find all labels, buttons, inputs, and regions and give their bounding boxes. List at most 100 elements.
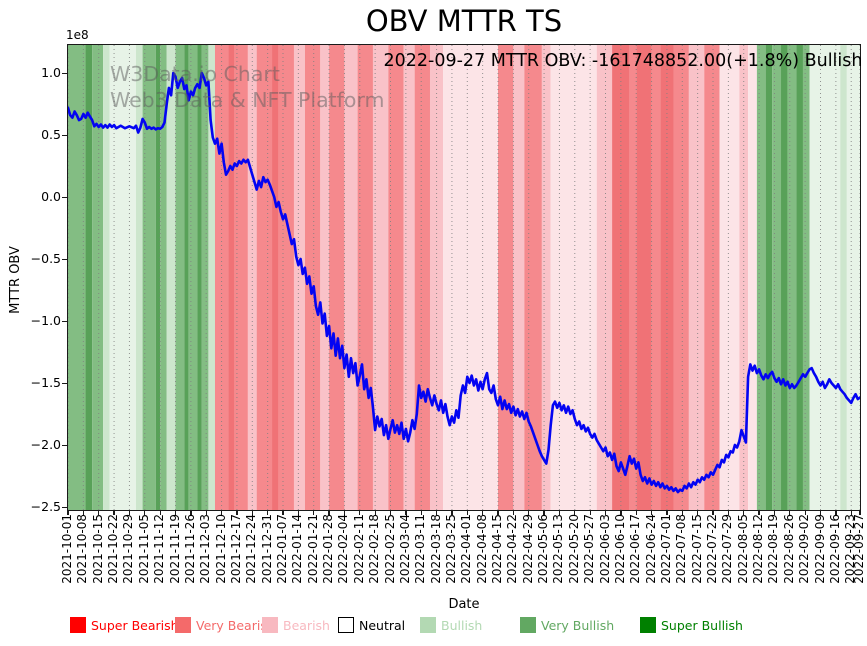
x-tick-mark [267,511,269,515]
x-tick-mark [144,511,146,515]
x-tick-label: 2022-07-15 [689,514,704,584]
x-tick-mark [819,511,822,515]
x-tick-label: 2021-10-08 [75,514,90,584]
sentiment-band [765,45,773,510]
x-tick-label: 2021-12-24 [244,514,259,584]
x-tick-label: 2022-02-25 [382,514,397,584]
x-tick-mark [313,511,315,515]
x-tick-label: 2022-03-18 [428,514,443,584]
x-tick-label: 2022-02-11 [351,514,366,584]
legend-item-very-bullish: Very Bullish [520,617,614,633]
legend-label: Bullish [441,617,483,633]
sentiment-band [68,45,86,510]
sentiment-band [201,45,209,510]
y-tick-label: −2.0 [30,437,61,453]
x-tick-mark [789,511,791,515]
x-tick-mark [174,511,177,515]
x-tick-label: 2022-05-27 [582,514,597,584]
x-tick-mark [297,511,300,515]
x-tick-mark [635,511,637,515]
chart-canvas [68,45,860,510]
legend-label: Super Bearish [91,617,179,633]
y-axis-label: MTTR OBV [8,246,23,314]
sentiment-band [524,45,542,510]
sentiment-band [160,45,167,510]
x-tick-mark [743,511,745,515]
x-tick-mark [650,511,653,515]
x-tick-mark [190,511,192,515]
sentiment-band [92,45,104,510]
legend-swatch [262,617,278,633]
x-tick-mark [604,511,607,515]
y-axis-offset-label: 1e8 [66,28,89,42]
x-tick-mark [558,511,561,515]
x-tick-label: 2022-08-19 [766,514,781,584]
legend-item-bearish: Bearish [262,617,330,633]
x-tick-label: 2022-04-08 [474,514,489,584]
x-tick-mark [420,511,422,515]
sentiment-band [329,45,345,510]
legend-label: Bearish [283,617,330,633]
x-tick-label: 2022-06-03 [597,514,612,584]
legend-label: Very Bearish [196,617,275,633]
x-tick-mark [343,511,346,515]
legend-swatch [338,617,354,633]
sentiment-band [688,45,705,510]
x-tick-mark [82,511,85,515]
sentiment-band [443,45,499,510]
sentiment-band [304,45,321,510]
x-tick-label: 2022-03-11 [413,514,428,584]
sentiment-band [188,45,198,510]
x-tick-label: 2021-12-17 [228,514,243,584]
sentiment-band [781,45,788,510]
x-tick-label: 2022-05-06 [536,514,551,584]
x-tick-label: 2022-08-05 [735,514,750,584]
y-tick-label: 0.0 [41,189,61,205]
legend-swatch [520,617,536,633]
legend: Super Bearish Very Bearish Bearish Neutral B… [0,617,867,643]
sentiment-band [719,45,740,510]
x-tick-label: 2022-07-01 [658,514,673,584]
sentiment-band [636,45,652,510]
x-tick-label: 2022-02-04 [336,514,351,584]
y-tick-mark [62,445,67,447]
x-tick-label: 2022-01-14 [290,514,305,584]
x-tick-label: 2022-09-16 [827,514,842,584]
x-tick-mark [835,511,837,515]
x-tick-mark [128,511,131,515]
x-tick-label: 2022-04-01 [459,514,474,584]
x-tick-mark [435,511,438,515]
legend-swatch [70,617,86,633]
x-tick-mark [666,511,668,515]
x-tick-label: 2021-11-12 [152,514,167,584]
x-tick-label: 2022-01-28 [321,514,336,584]
x-axis-label: Date [448,597,480,612]
legend-item-bullish: Bullish [420,617,482,633]
x-tick-mark [850,511,852,515]
legend-label: Neutral [359,617,406,633]
sentiment-band [344,45,358,510]
x-tick-mark [374,511,376,515]
x-tick-label: 2021-12-03 [198,514,213,584]
x-tick-label: 2021-11-05 [136,514,151,584]
x-tick-mark [98,511,100,515]
x-tick-label: 2022-07-29 [720,514,735,584]
y-tick-mark [62,507,67,509]
x-tick-label: 2021-12-31 [259,514,274,584]
sentiment-band [403,45,415,510]
x-tick-mark [251,511,253,515]
sentiment-band [372,45,389,510]
sentiment-band [629,45,637,510]
sentiment-band [513,45,525,510]
x-tick-mark [482,511,484,515]
x-tick-mark [113,511,115,515]
y-tick-label: −1.0 [30,313,61,329]
sentiment-band [388,45,404,510]
x-tick-mark [574,511,576,515]
x-tick-label: 2022-04-22 [505,514,520,584]
y-tick-mark [62,197,67,199]
sentiment-band [704,45,720,510]
y-tick-label: −0.5 [30,251,61,267]
legend-swatch [175,617,191,633]
